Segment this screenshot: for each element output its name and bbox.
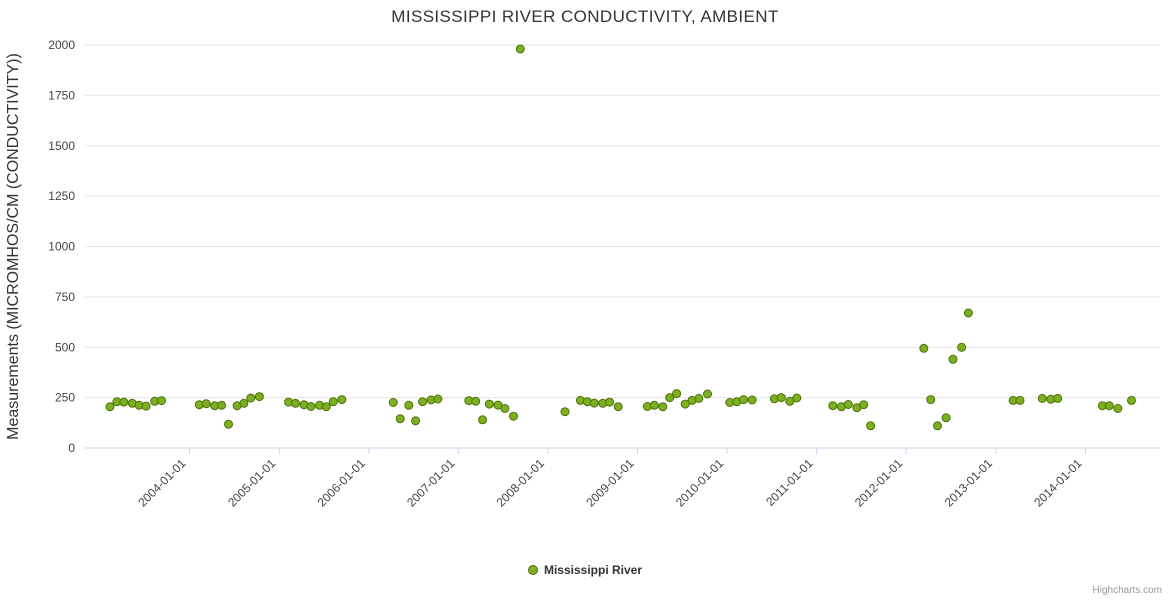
data-point[interactable] xyxy=(418,397,427,407)
data-point[interactable] xyxy=(694,393,704,403)
data-point[interactable] xyxy=(500,404,510,413)
data-point[interactable] xyxy=(933,421,942,431)
data-point[interactable] xyxy=(1037,393,1047,403)
highcharts-credits-link[interactable]: Highcharts.com xyxy=(1092,585,1162,596)
data-point[interactable] xyxy=(843,400,853,409)
data-point[interactable] xyxy=(941,413,951,423)
data-point[interactable] xyxy=(157,396,166,406)
data-point[interactable] xyxy=(246,393,256,403)
data-point[interactable] xyxy=(919,343,929,353)
y-axis-title: Measurements (MICROMHOS/CM (CONDUCTIVITY… xyxy=(5,53,22,440)
data-point[interactable] xyxy=(747,395,757,405)
data-point[interactable] xyxy=(1104,401,1114,411)
data-point[interactable] xyxy=(1053,393,1063,403)
data-point[interactable] xyxy=(141,401,151,411)
x-tick-label: 2004-01-01 xyxy=(135,456,189,510)
x-tick-label: 2009-01-01 xyxy=(583,456,637,510)
x-tick-label: 2014-01-01 xyxy=(1031,456,1085,510)
data-point[interactable] xyxy=(665,393,675,403)
x-tick-label: 2007-01-01 xyxy=(404,456,458,510)
data-point[interactable] xyxy=(776,393,786,403)
legend-item-mississippi-river[interactable]: Mississippi River xyxy=(0,563,1170,577)
data-point[interactable] xyxy=(926,395,936,405)
x-tick-label: 2011-01-01 xyxy=(763,456,816,509)
x-tick-label: 2013-01-01 xyxy=(942,456,996,510)
data-point[interactable] xyxy=(411,416,421,426)
data-point[interactable] xyxy=(649,400,659,410)
data-point[interactable] xyxy=(1127,395,1136,405)
data-point[interactable] xyxy=(239,398,249,408)
chart-title: MISSISSIPPI RIVER CONDUCTIVITY, AMBIENT xyxy=(391,7,779,26)
data-point[interactable] xyxy=(1113,404,1123,413)
y-tick-label: 1250 xyxy=(48,189,75,203)
x-tick-label: 2012-01-01 xyxy=(852,456,906,510)
data-point[interactable] xyxy=(337,395,347,405)
data-point[interactable] xyxy=(484,399,494,409)
data-point[interactable] xyxy=(948,354,958,364)
data-point[interactable] xyxy=(957,342,967,352)
data-point[interactable] xyxy=(471,396,481,406)
data-point[interactable] xyxy=(328,397,338,407)
data-point[interactable] xyxy=(963,308,973,318)
x-tick-label: 2010-01-01 xyxy=(673,456,727,510)
data-point[interactable] xyxy=(859,400,869,410)
data-point[interactable] xyxy=(201,399,211,409)
data-point[interactable] xyxy=(105,402,115,412)
y-tick-label: 250 xyxy=(55,391,75,405)
data-point[interactable] xyxy=(560,407,570,417)
y-tick-label: 2000 xyxy=(48,38,75,52)
data-point[interactable] xyxy=(605,397,615,407)
x-tick-label: 2006-01-01 xyxy=(315,456,369,510)
data-point[interactable] xyxy=(739,395,748,405)
data-point[interactable] xyxy=(321,402,331,412)
y-tick-label: 500 xyxy=(55,340,75,354)
data-point[interactable] xyxy=(306,402,316,411)
data-point[interactable] xyxy=(658,402,668,412)
data-point[interactable] xyxy=(792,393,802,403)
data-point[interactable] xyxy=(680,399,690,409)
data-point[interactable] xyxy=(703,389,712,399)
data-point[interactable] xyxy=(254,392,264,402)
y-tick-label: 1500 xyxy=(48,139,75,153)
data-point[interactable] xyxy=(433,394,443,404)
data-point[interactable] xyxy=(672,389,682,399)
data-point[interactable] xyxy=(217,400,227,410)
data-point[interactable] xyxy=(395,414,405,424)
data-point[interactable] xyxy=(828,401,838,411)
y-tick-label: 1750 xyxy=(48,88,75,102)
data-point[interactable] xyxy=(388,398,398,407)
legend-item-label: Mississippi River xyxy=(543,563,643,577)
data-point[interactable] xyxy=(613,402,623,412)
data-point[interactable] xyxy=(478,415,488,425)
legend-marker-icon xyxy=(527,565,538,575)
data-point[interactable] xyxy=(866,421,876,431)
data-point[interactable] xyxy=(404,400,414,410)
y-tick-label: 1000 xyxy=(48,240,75,254)
data-point[interactable] xyxy=(290,398,300,408)
x-tick-label: 2005-01-01 xyxy=(225,456,279,510)
data-point[interactable] xyxy=(589,398,599,408)
data-point[interactable] xyxy=(119,397,129,407)
x-tick-label: 2008-01-01 xyxy=(494,456,548,510)
y-tick-label: 0 xyxy=(68,441,75,455)
data-point[interactable] xyxy=(509,411,518,421)
data-point[interactable] xyxy=(224,419,233,429)
data-point[interactable] xyxy=(1015,395,1025,405)
y-tick-label: 750 xyxy=(55,290,75,304)
data-point[interactable] xyxy=(515,44,525,54)
